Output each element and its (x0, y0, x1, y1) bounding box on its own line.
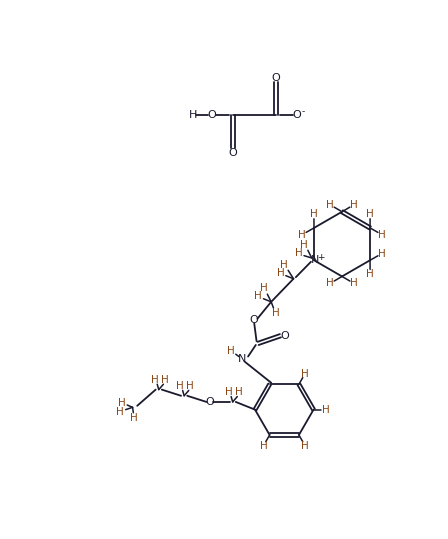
Text: H: H (272, 308, 280, 317)
Text: H: H (310, 209, 318, 219)
Text: H: H (225, 387, 233, 397)
Text: H: H (254, 292, 262, 301)
Text: H: H (276, 267, 284, 278)
Text: O: O (271, 73, 280, 83)
Text: H: H (322, 405, 330, 414)
Text: H: H (280, 260, 288, 270)
Text: O: O (250, 315, 258, 326)
Text: H: H (298, 230, 306, 240)
Text: H: H (378, 248, 386, 259)
Text: H: H (301, 369, 309, 378)
Text: H: H (350, 278, 358, 288)
Text: H: H (177, 381, 184, 391)
Text: -: - (301, 107, 304, 116)
Text: O: O (207, 110, 216, 120)
Text: H: H (118, 398, 126, 407)
Text: H: H (186, 381, 194, 391)
Text: H: H (301, 441, 309, 451)
Text: H: H (366, 209, 374, 219)
Text: H: H (350, 200, 358, 210)
Text: H: H (378, 230, 386, 240)
Text: H: H (189, 110, 197, 120)
Text: H: H (116, 407, 124, 417)
Text: O: O (205, 397, 214, 407)
Text: H: H (295, 247, 302, 258)
Text: H: H (326, 278, 334, 288)
Text: H: H (300, 240, 308, 250)
Text: +: + (317, 253, 325, 261)
Text: H: H (259, 441, 267, 451)
Text: H: H (227, 346, 235, 356)
Text: N: N (238, 354, 246, 364)
Text: O: O (280, 331, 289, 341)
Text: H: H (130, 413, 138, 423)
Text: H: H (161, 375, 169, 385)
Text: H: H (326, 200, 334, 210)
Text: H: H (259, 283, 267, 293)
Text: H: H (366, 269, 374, 279)
Text: N: N (310, 255, 319, 265)
Text: H: H (151, 375, 159, 385)
Text: H: H (235, 387, 243, 397)
Text: O: O (292, 110, 301, 120)
Text: O: O (228, 148, 237, 158)
